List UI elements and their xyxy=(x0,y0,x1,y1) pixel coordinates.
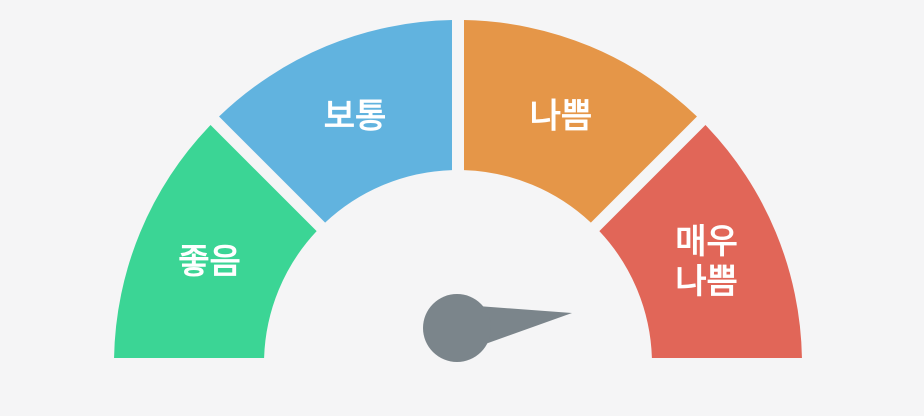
segment-arc xyxy=(114,125,317,358)
segment-arc xyxy=(599,125,802,358)
needle-hub xyxy=(423,294,491,362)
gauge-segment-3: 나쁨 xyxy=(464,20,697,223)
segment-label-line: 나쁨 xyxy=(530,96,593,136)
gauge-needle xyxy=(423,294,572,362)
gauge-segment-1: 좋음 xyxy=(114,125,317,358)
segment-arc xyxy=(464,20,697,223)
segment-arc xyxy=(219,20,452,223)
segment-label: 나쁨 xyxy=(530,96,593,136)
segment-label-line: 나쁨 xyxy=(675,262,738,302)
segment-label-line: 매우 xyxy=(675,222,738,262)
gauge-segment-2: 보통 xyxy=(219,20,452,223)
segment-label-line: 보통 xyxy=(324,96,387,136)
segment-label: 좋음 xyxy=(178,242,241,282)
segment-label: 보통 xyxy=(324,96,387,136)
gauge-segment-4: 매우 나쁨 xyxy=(599,125,802,358)
segment-label: 매우 나쁨 xyxy=(675,222,738,302)
segment-label-line: 좋음 xyxy=(178,242,241,282)
